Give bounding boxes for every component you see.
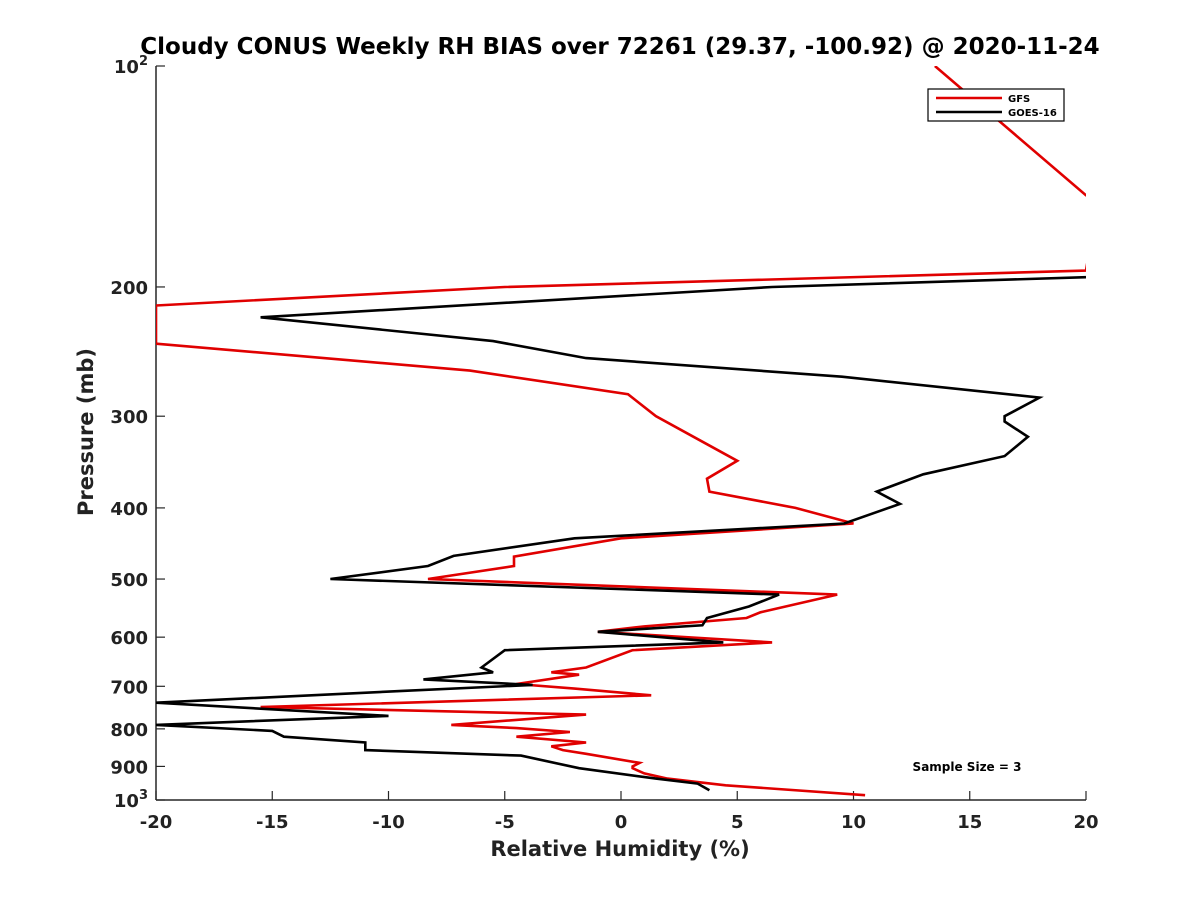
y-axis-label: Pressure (mb) bbox=[74, 348, 98, 516]
x-tick-label: -10 bbox=[372, 812, 405, 833]
legend-label-goes-16: GOES-16 bbox=[1008, 108, 1057, 119]
y-tick-label: 200 bbox=[110, 278, 148, 299]
x-tick-label: 5 bbox=[731, 812, 744, 833]
y-tick-label: 900 bbox=[110, 757, 148, 778]
y-tick-label: 102 bbox=[114, 54, 148, 78]
series-line-gfs bbox=[156, 66, 1086, 797]
chart-title: Cloudy CONUS Weekly RH BIAS over 72261 (… bbox=[140, 34, 1099, 60]
legend-label-gfs: GFS bbox=[1008, 94, 1030, 105]
x-tick-label: -5 bbox=[495, 812, 515, 833]
x-tick-label: -20 bbox=[140, 812, 173, 833]
plot-axes bbox=[155, 66, 1086, 801]
y-axis-ticks: 102 200 300 400 500 600 700 800 900 103 bbox=[110, 54, 165, 812]
sample-size-annotation: Sample Size = 3 bbox=[913, 760, 1022, 774]
y-tick-label: 800 bbox=[110, 720, 148, 741]
x-tick-label: 15 bbox=[957, 812, 982, 833]
x-axis-ticks: -20 -15 -10 -5 0 5 10 15 20 bbox=[140, 791, 1099, 833]
x-axis-label: Relative Humidity (%) bbox=[490, 837, 749, 861]
legend-box bbox=[927, 88, 1065, 122]
x-tick-label: 0 bbox=[615, 812, 628, 833]
legend: GFS GOES-16 bbox=[927, 88, 1065, 122]
series-lines bbox=[156, 66, 1086, 797]
x-tick-label: -15 bbox=[256, 812, 289, 833]
x-tick-label: 20 bbox=[1073, 812, 1098, 833]
y-tick-label: 300 bbox=[110, 407, 148, 428]
series-line-goes-16 bbox=[156, 275, 1086, 792]
y-tick-label: 600 bbox=[110, 628, 148, 649]
x-tick-label: 10 bbox=[841, 812, 866, 833]
y-tick-label: 400 bbox=[110, 499, 148, 520]
y-tick-label: 700 bbox=[110, 677, 148, 698]
y-tick-label: 103 bbox=[114, 788, 148, 812]
y-tick-label: 500 bbox=[110, 570, 148, 591]
